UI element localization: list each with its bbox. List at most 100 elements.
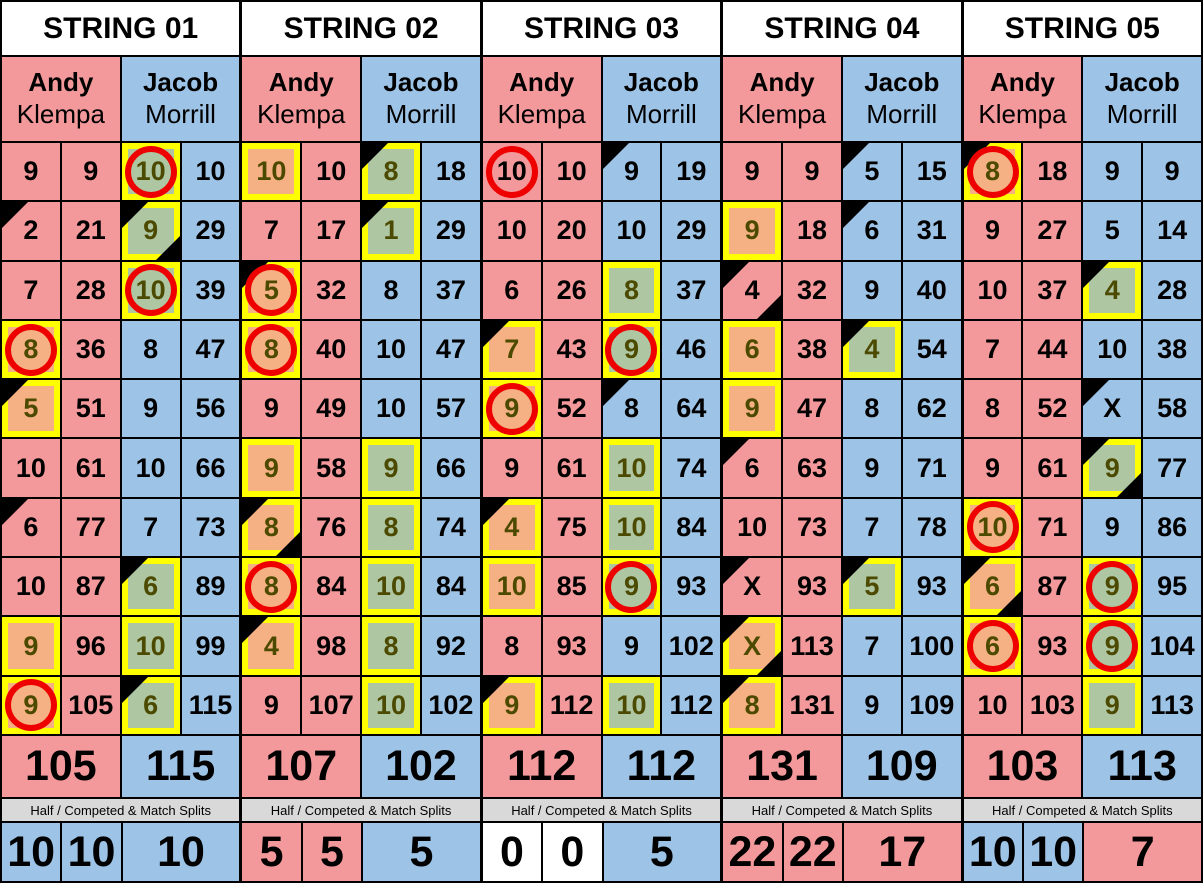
frame-cell-andy: 10 xyxy=(2,439,60,497)
string-title: STRING 04 xyxy=(723,2,961,55)
frame-row: 7 44 10 38 xyxy=(963,320,1202,379)
frame-cell-andy: 9 xyxy=(723,202,782,260)
frame-cell-andy: 4 xyxy=(242,617,301,675)
corner-triangle-topleft-icon xyxy=(602,380,629,407)
frame-cell-andy: 8 xyxy=(2,320,60,379)
frame-score: 7 xyxy=(864,630,880,661)
player-names-row: Andy Klempa Jacob Morrill xyxy=(723,57,961,141)
cumulative-cell-andy: 113 xyxy=(783,617,841,675)
corner-triangle-topleft-icon xyxy=(723,676,750,703)
frame-score: 10 xyxy=(135,156,166,187)
cumulative-cell-jacob: 74 xyxy=(662,439,721,497)
player-name-cell: Andy Klempa xyxy=(2,57,120,141)
cumulative-cell-jacob: 56 xyxy=(181,380,240,438)
frame-score: 9 xyxy=(143,215,159,246)
cumulative-cell-jacob: 38 xyxy=(1143,320,1202,379)
cumulative-cell-jacob: 54 xyxy=(902,320,961,379)
red-circle-icon xyxy=(485,382,538,435)
frame-cell-andy: 9 xyxy=(242,380,301,438)
frame-cell-jacob: 9 xyxy=(1083,439,1142,497)
frame-cell-andy: 9 xyxy=(482,380,541,438)
player-name-cell: Jacob Morrill xyxy=(842,57,961,141)
player-last-name: Morrill xyxy=(145,99,216,129)
frame-cell-andy: 4 xyxy=(723,261,782,319)
split-value-cell: 10 xyxy=(963,823,1022,881)
frame-cell-jacob: 5 xyxy=(842,143,901,201)
frame-cell-andy: 10 xyxy=(242,143,301,201)
frame-cell-jacob: 4 xyxy=(842,320,901,379)
frame-score: 4 xyxy=(864,334,880,365)
corner-triangle-topleft-icon xyxy=(482,676,509,703)
frame-cell-jacob: 10 xyxy=(602,439,661,497)
cumulative-cell-jacob: 64 xyxy=(662,380,721,438)
splits-label: Half / Competed & Match Splits xyxy=(2,799,240,821)
totals-row: 103 113 xyxy=(963,736,1202,797)
corner-triangle-topleft-icon xyxy=(1083,261,1110,288)
frame-cell-jacob: 8 xyxy=(121,320,180,379)
cumulative-cell-andy: 21 xyxy=(61,202,120,260)
player-last-name: Klempa xyxy=(737,99,827,129)
player-names-row: Andy Klempa Jacob Morrill xyxy=(482,57,721,141)
frame-cell-jacob: 10 xyxy=(121,143,180,201)
frame-cell-jacob: 10 xyxy=(121,439,180,497)
frame-score: 10 xyxy=(135,630,166,661)
cumulative-cell-jacob: 15 xyxy=(902,143,961,201)
cumulative-cell-andy: 87 xyxy=(61,558,120,616)
frame-score: 10 xyxy=(496,215,527,246)
frame-score: 9 xyxy=(1104,571,1120,602)
cumulative-cell-andy: 49 xyxy=(302,380,361,438)
frame-score: 9 xyxy=(263,689,279,720)
string-total-andy: 105 xyxy=(2,736,120,797)
red-circle-icon xyxy=(124,264,177,317)
frame-cell-jacob: 6 xyxy=(121,676,180,734)
cumulative-cell-andy: 96 xyxy=(61,617,120,675)
frame-cell-jacob: 9 xyxy=(842,439,901,497)
frame-row: 5 51 9 56 xyxy=(2,380,240,438)
frame-score: 8 xyxy=(143,334,159,365)
totals-row: 112 112 xyxy=(482,736,721,797)
cumulative-cell-andy: 26 xyxy=(542,261,601,319)
frame-cell-andy: 9 xyxy=(723,143,782,201)
player-last-name: Morrill xyxy=(385,99,457,129)
cumulative-cell-andy: 61 xyxy=(1023,439,1082,497)
green-highlight-box xyxy=(368,504,414,551)
frame-score: 9 xyxy=(1104,511,1120,542)
frame-cell-jacob: 9 xyxy=(1083,143,1142,201)
corner-triangle-topleft-icon xyxy=(723,439,750,466)
corner-triangle-bottomright-icon xyxy=(1117,472,1142,497)
split-value-cell: 5 xyxy=(363,823,480,881)
cumulative-cell-andy: 20 xyxy=(542,202,601,260)
player-name-cell: Jacob Morrill xyxy=(362,57,480,141)
split-value-cell: 10 xyxy=(1023,823,1083,881)
frame-cell-andy: 6 xyxy=(723,439,782,497)
red-circle-icon xyxy=(966,145,1019,198)
frame-score: 8 xyxy=(504,630,520,661)
frame-cell-jacob: 7 xyxy=(121,498,180,557)
orange-highlight-box xyxy=(729,326,776,373)
frame-score: 5 xyxy=(1104,215,1120,246)
totals-row: 131 109 xyxy=(723,736,961,797)
cumulative-cell-andy: 71 xyxy=(1023,498,1082,557)
splits-label: Half / Competed & Match Splits xyxy=(723,799,961,821)
green-highlight-box xyxy=(127,623,174,669)
red-circle-icon xyxy=(245,264,298,317)
split-value-cell: 22 xyxy=(723,823,782,881)
frame-cell-andy: 2 xyxy=(2,202,60,260)
frame-cell-jacob: 5 xyxy=(842,558,901,616)
frame-score: 5 xyxy=(864,156,880,187)
string-total-jacob: 112 xyxy=(602,736,721,797)
frame-score: 10 xyxy=(616,452,647,483)
frame-score: 5 xyxy=(23,393,39,424)
cumulative-cell-jacob: 89 xyxy=(181,558,240,616)
cumulative-cell-jacob: 28 xyxy=(1143,261,1202,319)
frame-cell-andy: X xyxy=(723,558,782,616)
frame-score: 10 xyxy=(376,689,407,720)
frame-score: 10 xyxy=(376,571,407,602)
frame-cell-jacob: 10 xyxy=(362,320,420,379)
cumulative-cell-andy: 40 xyxy=(302,320,361,379)
string-total-andy: 131 xyxy=(723,736,841,797)
player-last-name: Morrill xyxy=(1106,99,1178,129)
green-highlight-box xyxy=(608,504,655,551)
